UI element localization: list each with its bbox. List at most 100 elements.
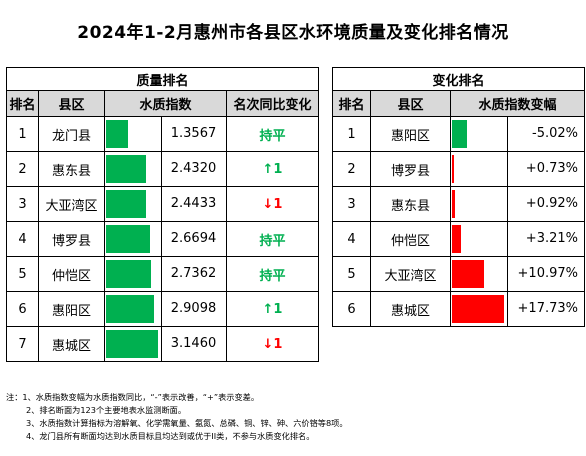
footnote: 注：1、水质指数变幅为水质指数同比，“-”表示改善，“+”表示变差。 [6,392,260,402]
index-change-value: +17.73% [517,301,578,316]
footnotes: 注：1、水质指数变幅为水质指数同比，“-”表示改善，“+”表示变差。 2、排名断… [6,391,586,443]
change-bar [452,225,461,253]
district-cell: 大亚湾区 [38,186,105,222]
table-row: 3 惠东县 +0.92% [332,186,585,222]
index-change-cell: +10.97% [450,256,585,292]
district-cell: 仲恺区 [370,221,451,257]
index-bar [106,260,151,288]
header-district: 县区 [370,90,451,117]
index-cell: 2.6694 [104,221,227,257]
district-cell: 大亚湾区 [370,256,451,292]
header-rank-change: 名次同比变化 [225,90,320,117]
index-cell: 1.3567 [104,116,227,152]
header-index-change: 水质指数变幅 [450,90,585,117]
rank-cell: 3 [6,186,39,222]
rank-change-cell: 持平 [225,256,320,292]
index-bar [106,330,158,358]
district-cell: 惠东县 [38,151,105,187]
index-cell: 2.4320 [104,151,227,187]
index-bar [106,190,146,218]
rank-cell: 6 [6,291,39,327]
table-row: 6 惠阳区 2.9098 ↑1 [6,291,320,327]
table-row: 4 博罗县 2.6694 持平 [6,221,320,257]
table-row: 2 惠东县 2.4320 ↑1 [6,151,320,187]
rank-change-cell: 持平 [225,221,320,257]
rank-change-cell: ↑1 [225,151,320,187]
index-change-cell: +0.92% [450,186,585,222]
index-cell: 3.1460 [104,326,227,362]
index-cell: 2.9098 [104,291,227,327]
index-change-value: +10.97% [517,266,578,281]
table-row: 1 龙门县 1.3567 持平 [6,116,320,152]
index-cell: 2.7362 [104,256,227,292]
rank-cell: 2 [332,151,371,187]
rank-cell: 7 [6,326,39,362]
change-bar [452,155,454,183]
district-cell: 龙门县 [38,116,105,152]
footnote: 2、排名断面为123个主要地表水监测断面。 [26,405,187,415]
district-cell: 惠阳区 [38,291,105,327]
table-row: 1 惠阳区 -5.02% [332,116,585,152]
index-value: 2.6694 [170,231,217,246]
index-bar [106,225,150,253]
rank-cell: 5 [332,256,371,292]
index-cell: 2.4433 [104,186,227,222]
table-row: 2 博罗县 +0.73% [332,151,585,187]
index-change-value: -5.02% [532,126,578,141]
change-bar [452,190,455,218]
rank-change-cell: 持平 [225,116,320,152]
table-row: 5 大亚湾区 +10.97% [332,256,585,292]
change-bar [452,260,484,288]
index-value: 2.4320 [170,161,217,176]
table-row: 3 大亚湾区 2.4433 ↓1 [6,186,320,222]
rank-cell: 1 [6,116,39,152]
index-change-cell: +0.73% [450,151,585,187]
change-bar [452,120,467,148]
index-change-cell: +17.73% [450,291,585,327]
header-index: 水质指数 [104,90,227,117]
index-value: 1.3567 [170,126,217,141]
index-value: 2.7362 [170,266,217,281]
table-row: 5 仲恺区 2.7362 持平 [6,256,320,292]
rank-cell: 4 [332,221,371,257]
district-cell: 惠城区 [38,326,105,362]
table-row: 6 惠城区 +17.73% [332,291,585,327]
district-cell: 惠阳区 [370,116,451,152]
rank-cell: 4 [6,221,39,257]
index-change-value: +3.21% [525,231,578,246]
rank-change-cell: ↓1 [225,326,320,362]
rank-cell: 1 [332,116,371,152]
district-cell: 惠东县 [370,186,451,222]
table-row: 7 惠城区 3.1460 ↓1 [6,326,320,362]
rank-cell: 2 [6,151,39,187]
district-cell: 仲恺区 [38,256,105,292]
header-rank: 排名 [332,90,371,117]
table-row: 4 仲恺区 +3.21% [332,221,585,257]
index-value: 2.4433 [170,196,217,211]
district-cell: 博罗县 [370,151,451,187]
quality-ranking-table: 质量排名 排名 县区 水质指数 名次同比变化 1 龙门县 1.3567 持平 2 惠东县 2… [5,67,320,362]
rank-cell: 6 [332,291,371,327]
change-bar [452,295,504,323]
index-change-value: +0.92% [525,196,578,211]
index-change-cell: -5.02% [450,116,585,152]
header-rank: 排名 [6,90,39,117]
index-bar [106,295,154,323]
index-bar [106,120,128,148]
index-bar [106,155,146,183]
rank-change-cell: ↓1 [225,186,320,222]
index-change-cell: +3.21% [450,221,585,257]
header-district: 县区 [38,90,105,117]
change-ranking-table: 变化排名 排名 县区 水质指数变幅 1 惠阳区 -5.02% 2 博罗县 +0.73% 3 惠… [332,67,585,327]
change-section-title: 变化排名 [332,67,585,91]
footnote: 3、水质指数计算指标为溶解氧、化学需氧量、氨氮、总磷、铜、锌、砷、六价铬等8项。 [26,418,348,428]
index-change-value: +0.73% [525,161,578,176]
index-value: 3.1460 [170,336,217,351]
district-cell: 惠城区 [370,291,451,327]
district-cell: 博罗县 [38,221,105,257]
quality-section-title: 质量排名 [5,67,320,91]
footnote: 4、龙门县所有断面均达到水质目标且均达到或优于II类，不参与水质变化排名。 [26,431,315,441]
rank-cell: 5 [6,256,39,292]
page-title: 2024年1-2月惠州市各县区水环境质量及变化排名情况 [77,23,509,43]
index-value: 2.9098 [170,301,217,316]
